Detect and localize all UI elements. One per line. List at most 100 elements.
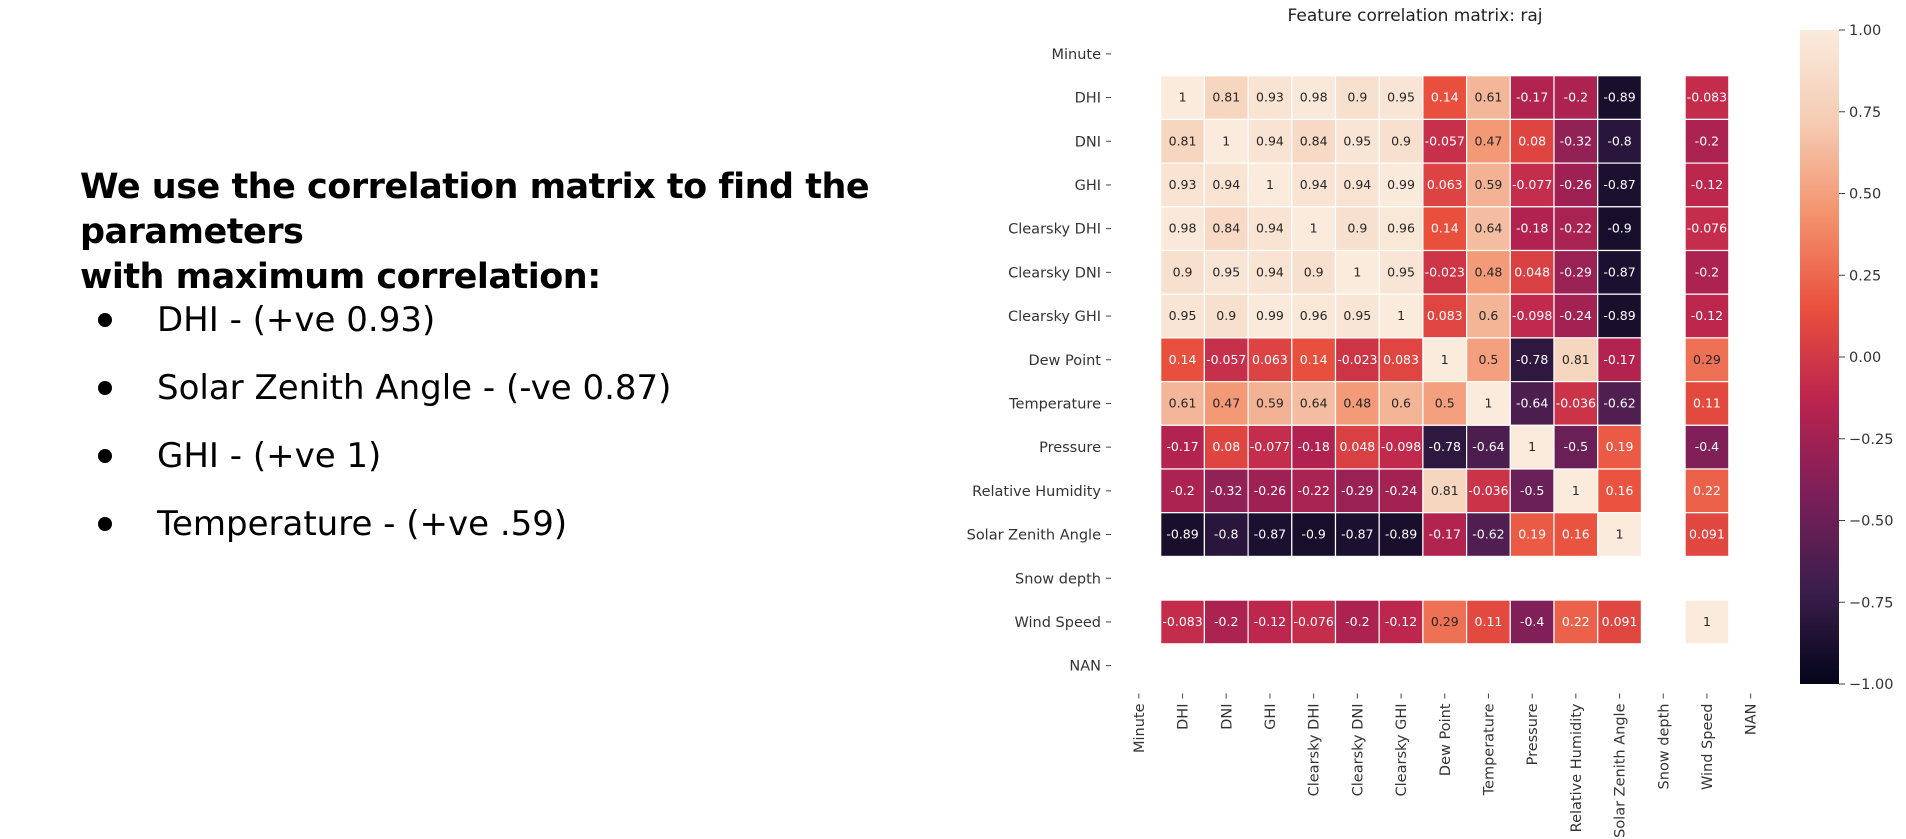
cell-value-label: -0.083 (1162, 614, 1202, 629)
bullet-dot-icon (98, 449, 112, 463)
cell-value-label: 0.95 (1387, 264, 1415, 279)
cell-value-label: 0.94 (1256, 264, 1284, 279)
cell-value-label: 1 (1616, 527, 1624, 542)
cell-value-label: 0.048 (1514, 264, 1550, 279)
cell-value-label: 0.14 (1300, 352, 1328, 367)
heatmap-cell (1509, 118, 1555, 164)
cell-value-label: -0.87 (1603, 264, 1635, 279)
cell-value-label: -0.32 (1560, 133, 1592, 148)
cell-value-label: -0.5 (1564, 439, 1588, 454)
cell-value-label: 0.61 (1475, 90, 1503, 105)
cell-value-label: -0.4 (1695, 439, 1719, 454)
cell-value-label: 0.95 (1343, 308, 1371, 323)
cell-value-label: -0.24 (1385, 483, 1417, 498)
cell-value-label: 0.08 (1518, 133, 1546, 148)
heatmap-cell (1684, 381, 1730, 426)
cell-value-label: 0.48 (1343, 395, 1371, 410)
column-label: Snow depth (1656, 704, 1672, 790)
bullet-dot-icon (98, 517, 112, 531)
heatmap-cell (1597, 512, 1642, 558)
heatmap-cell (1203, 162, 1249, 208)
heatmap-cell (1553, 512, 1599, 558)
column-label: NAN (1744, 704, 1760, 736)
cell-value-label: 1 (1703, 614, 1711, 629)
cell-value-label: -0.076 (1294, 614, 1334, 629)
cell-value-label: -0.62 (1603, 395, 1635, 410)
cell-value-label: -0.2 (1695, 264, 1719, 279)
column-label: Clearsky DNI (1350, 704, 1366, 797)
cell-value-label: 1 (1310, 221, 1318, 236)
heatmap-cell (1160, 118, 1205, 164)
heading-line-1: We use the correlation matrix to find th… (80, 167, 870, 252)
bullet-text: Solar Zenith Angle - (-ve 0.87) (157, 368, 672, 408)
cell-value-label: 0.95 (1212, 264, 1240, 279)
colorbar-tick-label: 0.75 (1849, 105, 1881, 121)
colorbar-tick-label: 0.00 (1849, 350, 1881, 366)
heatmap-cell (1684, 424, 1730, 470)
column-label: Clearsky DHI (1307, 704, 1323, 797)
column-label: Clearsky GHI (1394, 704, 1410, 797)
heatmap-cell (1597, 293, 1642, 339)
cell-value-label: 0.048 (1339, 439, 1375, 454)
cell-value-label: -0.12 (1691, 177, 1723, 192)
heatmap-cell (1422, 75, 1468, 120)
heatmap-cell (1247, 162, 1293, 208)
heatmap-cell (1160, 206, 1205, 252)
heatmap-cell (1334, 75, 1380, 120)
cell-value-label: 0.98 (1169, 221, 1197, 236)
cell-value-label: 1 (1222, 133, 1230, 148)
heatmap-cell (1203, 249, 1249, 295)
heatmap-cell (1684, 337, 1730, 383)
heatmap-cell (1597, 468, 1642, 514)
cell-value-label: -0.2 (1345, 614, 1369, 629)
cell-value-label: 0.59 (1475, 177, 1503, 192)
cell-value-label: -0.29 (1341, 483, 1373, 498)
cell-value-label: 0.29 (1431, 614, 1459, 629)
heatmap-cell (1422, 599, 1468, 645)
slide-heading: We use the correlation matrix to find th… (80, 165, 980, 300)
heatmap-cell (1684, 599, 1730, 645)
cell-value-label: 1 (1441, 352, 1449, 367)
heatmap-cell (1247, 75, 1293, 120)
colorbar-tick-label: −1.00 (1849, 677, 1893, 693)
row-label: Temperature (1008, 396, 1101, 412)
cell-value-label: 0.64 (1475, 221, 1503, 236)
cell-value-label: 0.93 (1256, 90, 1284, 105)
heatmap-cell (1553, 468, 1599, 514)
column-label: Pressure (1525, 703, 1541, 765)
heatmap-cell (1378, 118, 1424, 164)
row-label: Clearsky DHI (1008, 222, 1101, 238)
cell-value-label: 0.6 (1479, 308, 1499, 323)
cell-value-label: 1 (1266, 177, 1274, 192)
bullet-text: DHI - (+ve 0.93) (157, 300, 436, 340)
bullet-text: GHI - (+ve 1) (157, 436, 382, 476)
cell-value-label: 0.95 (1343, 133, 1371, 148)
cell-value-label: 1 (1353, 264, 1361, 279)
heatmap-cell (1465, 249, 1511, 295)
heatmap-cell (1378, 468, 1424, 514)
heatmap-cell (1422, 118, 1468, 164)
cell-value-label: -0.26 (1560, 177, 1592, 192)
heatmap-cell (1597, 599, 1642, 645)
cell-value-label: -0.24 (1560, 308, 1592, 323)
heatmap-cell (1160, 162, 1205, 208)
cell-value-label: -0.036 (1556, 395, 1596, 410)
cell-value-label: 0.81 (1562, 352, 1590, 367)
cell-value-label: 1 (1572, 483, 1580, 498)
cell-value-label: 0.083 (1383, 352, 1419, 367)
colorbar-tick-label: −0.75 (1849, 595, 1893, 611)
cell-value-label: 0.9 (1216, 308, 1236, 323)
cell-value-label: 0.29 (1693, 352, 1721, 367)
heatmap-cell (1465, 381, 1511, 426)
cell-value-label: 0.16 (1606, 483, 1634, 498)
cell-value-label: 0.96 (1387, 221, 1415, 236)
cell-value-label: 0.14 (1431, 90, 1459, 105)
row-label: Minute (1051, 47, 1101, 63)
cell-value-label: 0.99 (1256, 308, 1284, 323)
row-label: Snow depth (1015, 571, 1101, 587)
heatmap-cell (1334, 249, 1380, 295)
cell-value-label: 0.22 (1562, 614, 1590, 629)
row-label: GHI (1075, 178, 1101, 194)
heatmap-cell (1597, 337, 1642, 383)
